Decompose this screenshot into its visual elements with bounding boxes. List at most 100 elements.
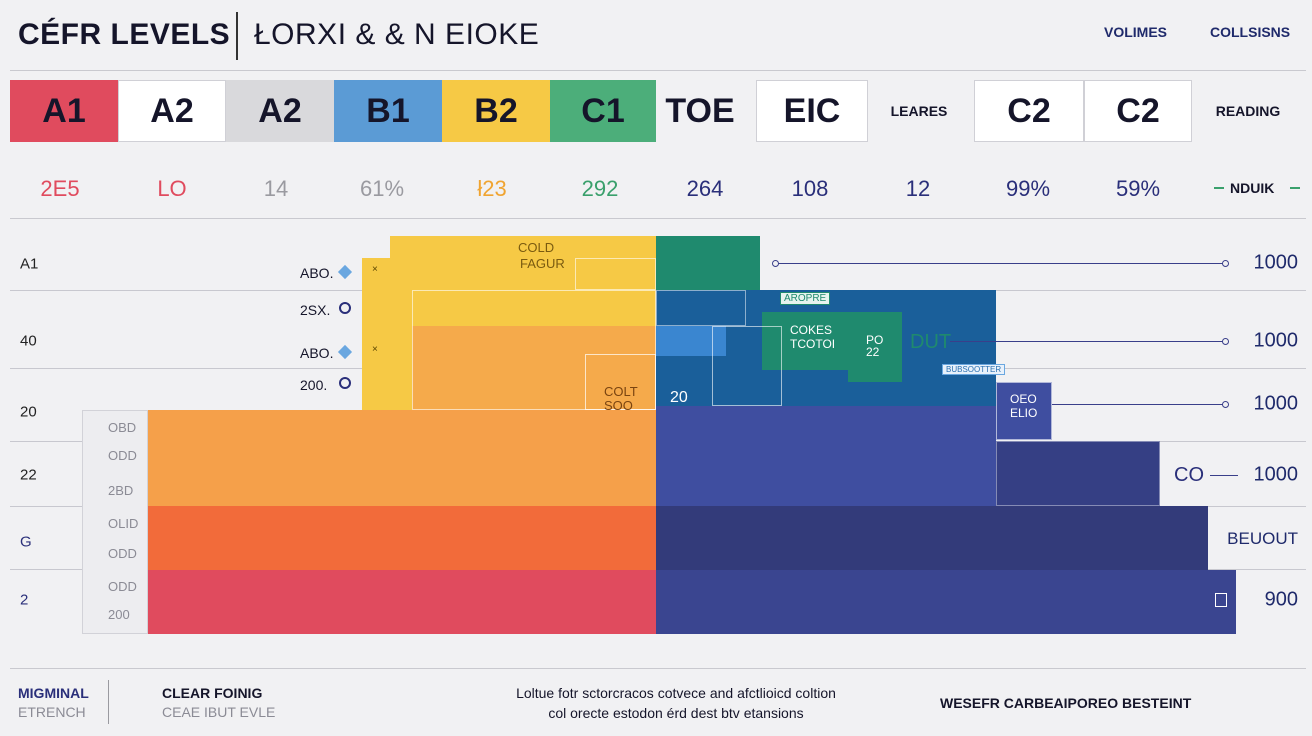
row-label: 20 xyxy=(20,403,37,421)
right-value: 1000 xyxy=(1253,392,1299,415)
level-cell[interactable]: C2 xyxy=(1084,80,1192,142)
volumes-link[interactable]: VOLIMES xyxy=(1104,24,1168,40)
left-marker-label: ABO. xyxy=(300,345,334,361)
outline-box xyxy=(996,382,1052,440)
bar-red xyxy=(148,570,656,634)
level-cell[interactable]: LEARES xyxy=(890,103,948,119)
footer-separator xyxy=(108,680,109,724)
level-cell[interactable]: EIC xyxy=(756,80,868,142)
page-title: CÉFR LEVELS xyxy=(18,18,231,51)
right-value: 1000 xyxy=(1253,463,1299,486)
bar-light-blue xyxy=(656,326,726,356)
bar-green-box-2 xyxy=(848,312,902,382)
leader-line xyxy=(950,341,1226,342)
footer-center-line2: col orecte estodon érd dest btv etansion… xyxy=(548,705,804,721)
title-divider xyxy=(236,12,238,60)
right-value: 900 xyxy=(1264,588,1298,611)
level-cell[interactable]: A2 xyxy=(226,80,334,142)
bar-green-box xyxy=(762,312,848,370)
stat-value: ł23 xyxy=(477,176,507,201)
leader-dot xyxy=(1222,401,1229,408)
diamond-icon xyxy=(337,344,353,360)
bar-indigo xyxy=(656,406,996,506)
footer-divider xyxy=(10,668,1306,669)
stat-value: 2E5 xyxy=(40,176,80,201)
bar-indigo-wide xyxy=(996,441,1160,506)
x-mark-icon: × xyxy=(372,264,378,275)
legend-key-label: NDUIK xyxy=(1230,180,1275,196)
footer-right: WESEFR CARBEAIPOREO BESTEINT xyxy=(940,695,1192,711)
legend-dash-right xyxy=(1290,187,1300,189)
target-icon xyxy=(339,302,351,314)
stats-divider xyxy=(10,218,1306,219)
right-value: 1000 xyxy=(1253,329,1299,352)
bar-orange-light xyxy=(412,326,656,410)
bar-navy-bottom xyxy=(656,570,1236,634)
annotation-tcotoi: TCOTOI xyxy=(790,337,836,351)
row-label: G xyxy=(20,533,32,551)
level-cell[interactable]: A2 xyxy=(118,80,226,142)
stat-value: 14 xyxy=(263,176,289,201)
square-marker-icon xyxy=(1215,593,1227,607)
leader-line xyxy=(1210,475,1238,476)
inner-left-label: 200 xyxy=(108,607,130,622)
inner-left-label: ODD xyxy=(108,579,137,594)
inner-left-label: OBD xyxy=(108,420,137,435)
collisions-link[interactable]: COLLSISNS xyxy=(1210,24,1291,40)
leader-dot xyxy=(1222,338,1229,345)
annotation-22: 22 xyxy=(866,345,880,359)
outline-box xyxy=(996,441,1160,506)
left-panel xyxy=(82,410,148,634)
level-cell[interactable]: B2 xyxy=(442,80,550,142)
leader-dot xyxy=(1222,260,1229,267)
stat-value: 12 xyxy=(905,176,931,201)
row-label: A1 xyxy=(20,255,39,273)
row-label: 22 xyxy=(20,466,37,484)
legend-dash-left xyxy=(1214,187,1224,189)
level-cell[interactable]: B1 xyxy=(334,80,442,142)
footer-mid-sub: CEAE IBUT EVLE xyxy=(162,704,276,720)
stat-value: LO xyxy=(157,176,187,201)
annotation-20: 20 xyxy=(670,389,688,406)
annotation-colt: COLT xyxy=(604,384,638,399)
x-mark-icon: × xyxy=(372,344,378,355)
inner-left-label: ODD xyxy=(108,448,137,463)
level-cell[interactable]: TOE xyxy=(665,91,735,130)
leader-dot xyxy=(772,260,779,267)
annotation-aropre: AROPRE xyxy=(780,292,831,305)
right-value: 1000 xyxy=(1253,251,1299,274)
bar-navy xyxy=(656,506,1208,570)
leader-line xyxy=(1052,404,1226,405)
outline-box xyxy=(585,354,656,410)
bar-orange-red xyxy=(148,506,656,570)
inner-left-label: ODD xyxy=(108,546,137,561)
bar-indigo-box xyxy=(996,382,1052,440)
right-value: BEUOUT xyxy=(1227,529,1298,548)
level-cell[interactable]: A1 xyxy=(10,80,118,142)
target-icon xyxy=(339,377,351,389)
leader-line xyxy=(776,263,1226,264)
footer-mid-title: CLEAR FOINIG xyxy=(162,685,263,701)
header-divider xyxy=(10,70,1306,71)
outline-box xyxy=(712,326,782,406)
level-cell[interactable]: C2 xyxy=(974,80,1084,142)
bar-orange xyxy=(148,410,656,506)
left-marker-label: 200. xyxy=(300,377,328,393)
diamond-icon xyxy=(337,264,353,280)
level-cell[interactable]: C1 xyxy=(550,80,656,142)
stat-value: 61% xyxy=(359,176,405,201)
stat-value: 99% xyxy=(1005,176,1051,201)
annotation-dut: DUT xyxy=(910,331,952,353)
row-label: 40 xyxy=(20,332,37,350)
left-marker-label: ABO. xyxy=(300,265,334,281)
annotation-oeo: OEO xyxy=(1010,392,1037,406)
annotation-co: CO xyxy=(1174,464,1204,486)
annotation-cokes: COKES xyxy=(790,323,833,337)
stat-value: 108 xyxy=(791,176,829,201)
stat-value: 264 xyxy=(686,176,724,201)
page-subtitle: ŁORXI & & N EIOKE xyxy=(254,18,540,51)
outline-box xyxy=(656,290,746,326)
row-label: 2 xyxy=(20,591,29,609)
level-cell[interactable]: READING xyxy=(1215,103,1281,119)
footer-center-line1: Loltue fotr sctorcracos cotvece and afct… xyxy=(516,685,836,701)
